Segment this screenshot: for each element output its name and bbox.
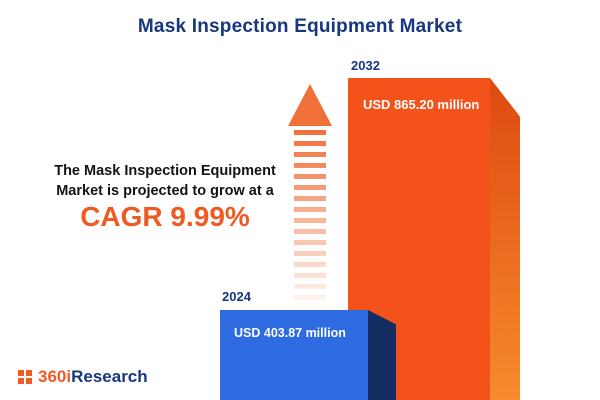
bar-2024-side-face xyxy=(368,310,396,400)
bar-2024 xyxy=(220,310,368,400)
bar-2032-category-label: 2032 xyxy=(351,58,380,73)
growth-arrow-dashed-tail xyxy=(294,130,326,302)
brand-logo-suffix: Research xyxy=(71,367,148,386)
bar-2024-value-label: USD 403.87 million xyxy=(234,326,346,340)
page-title: Mask Inspection Equipment Market xyxy=(137,16,463,37)
description-line-1: The Mask Inspection Equipment xyxy=(54,163,276,179)
growth-arrow-head-icon xyxy=(288,84,332,126)
bar-2024-category-label: 2024 xyxy=(222,289,251,304)
brand-logo-prefix: 360i xyxy=(38,367,72,386)
brand-logo: 360iResearch xyxy=(18,367,148,387)
bar-2032-value-label: USD 865.20 million xyxy=(363,97,480,112)
market-description: The Mask Inspection Equipment Market is … xyxy=(15,162,315,201)
cagr-highlight: CAGR 9.99% xyxy=(80,201,250,232)
description-line-2: Market is projected to grow at a xyxy=(56,182,274,199)
brand-logo-text: 360iResearch xyxy=(38,367,148,387)
bar-2032-side-face xyxy=(490,78,520,400)
brand-logo-icon xyxy=(18,370,32,384)
